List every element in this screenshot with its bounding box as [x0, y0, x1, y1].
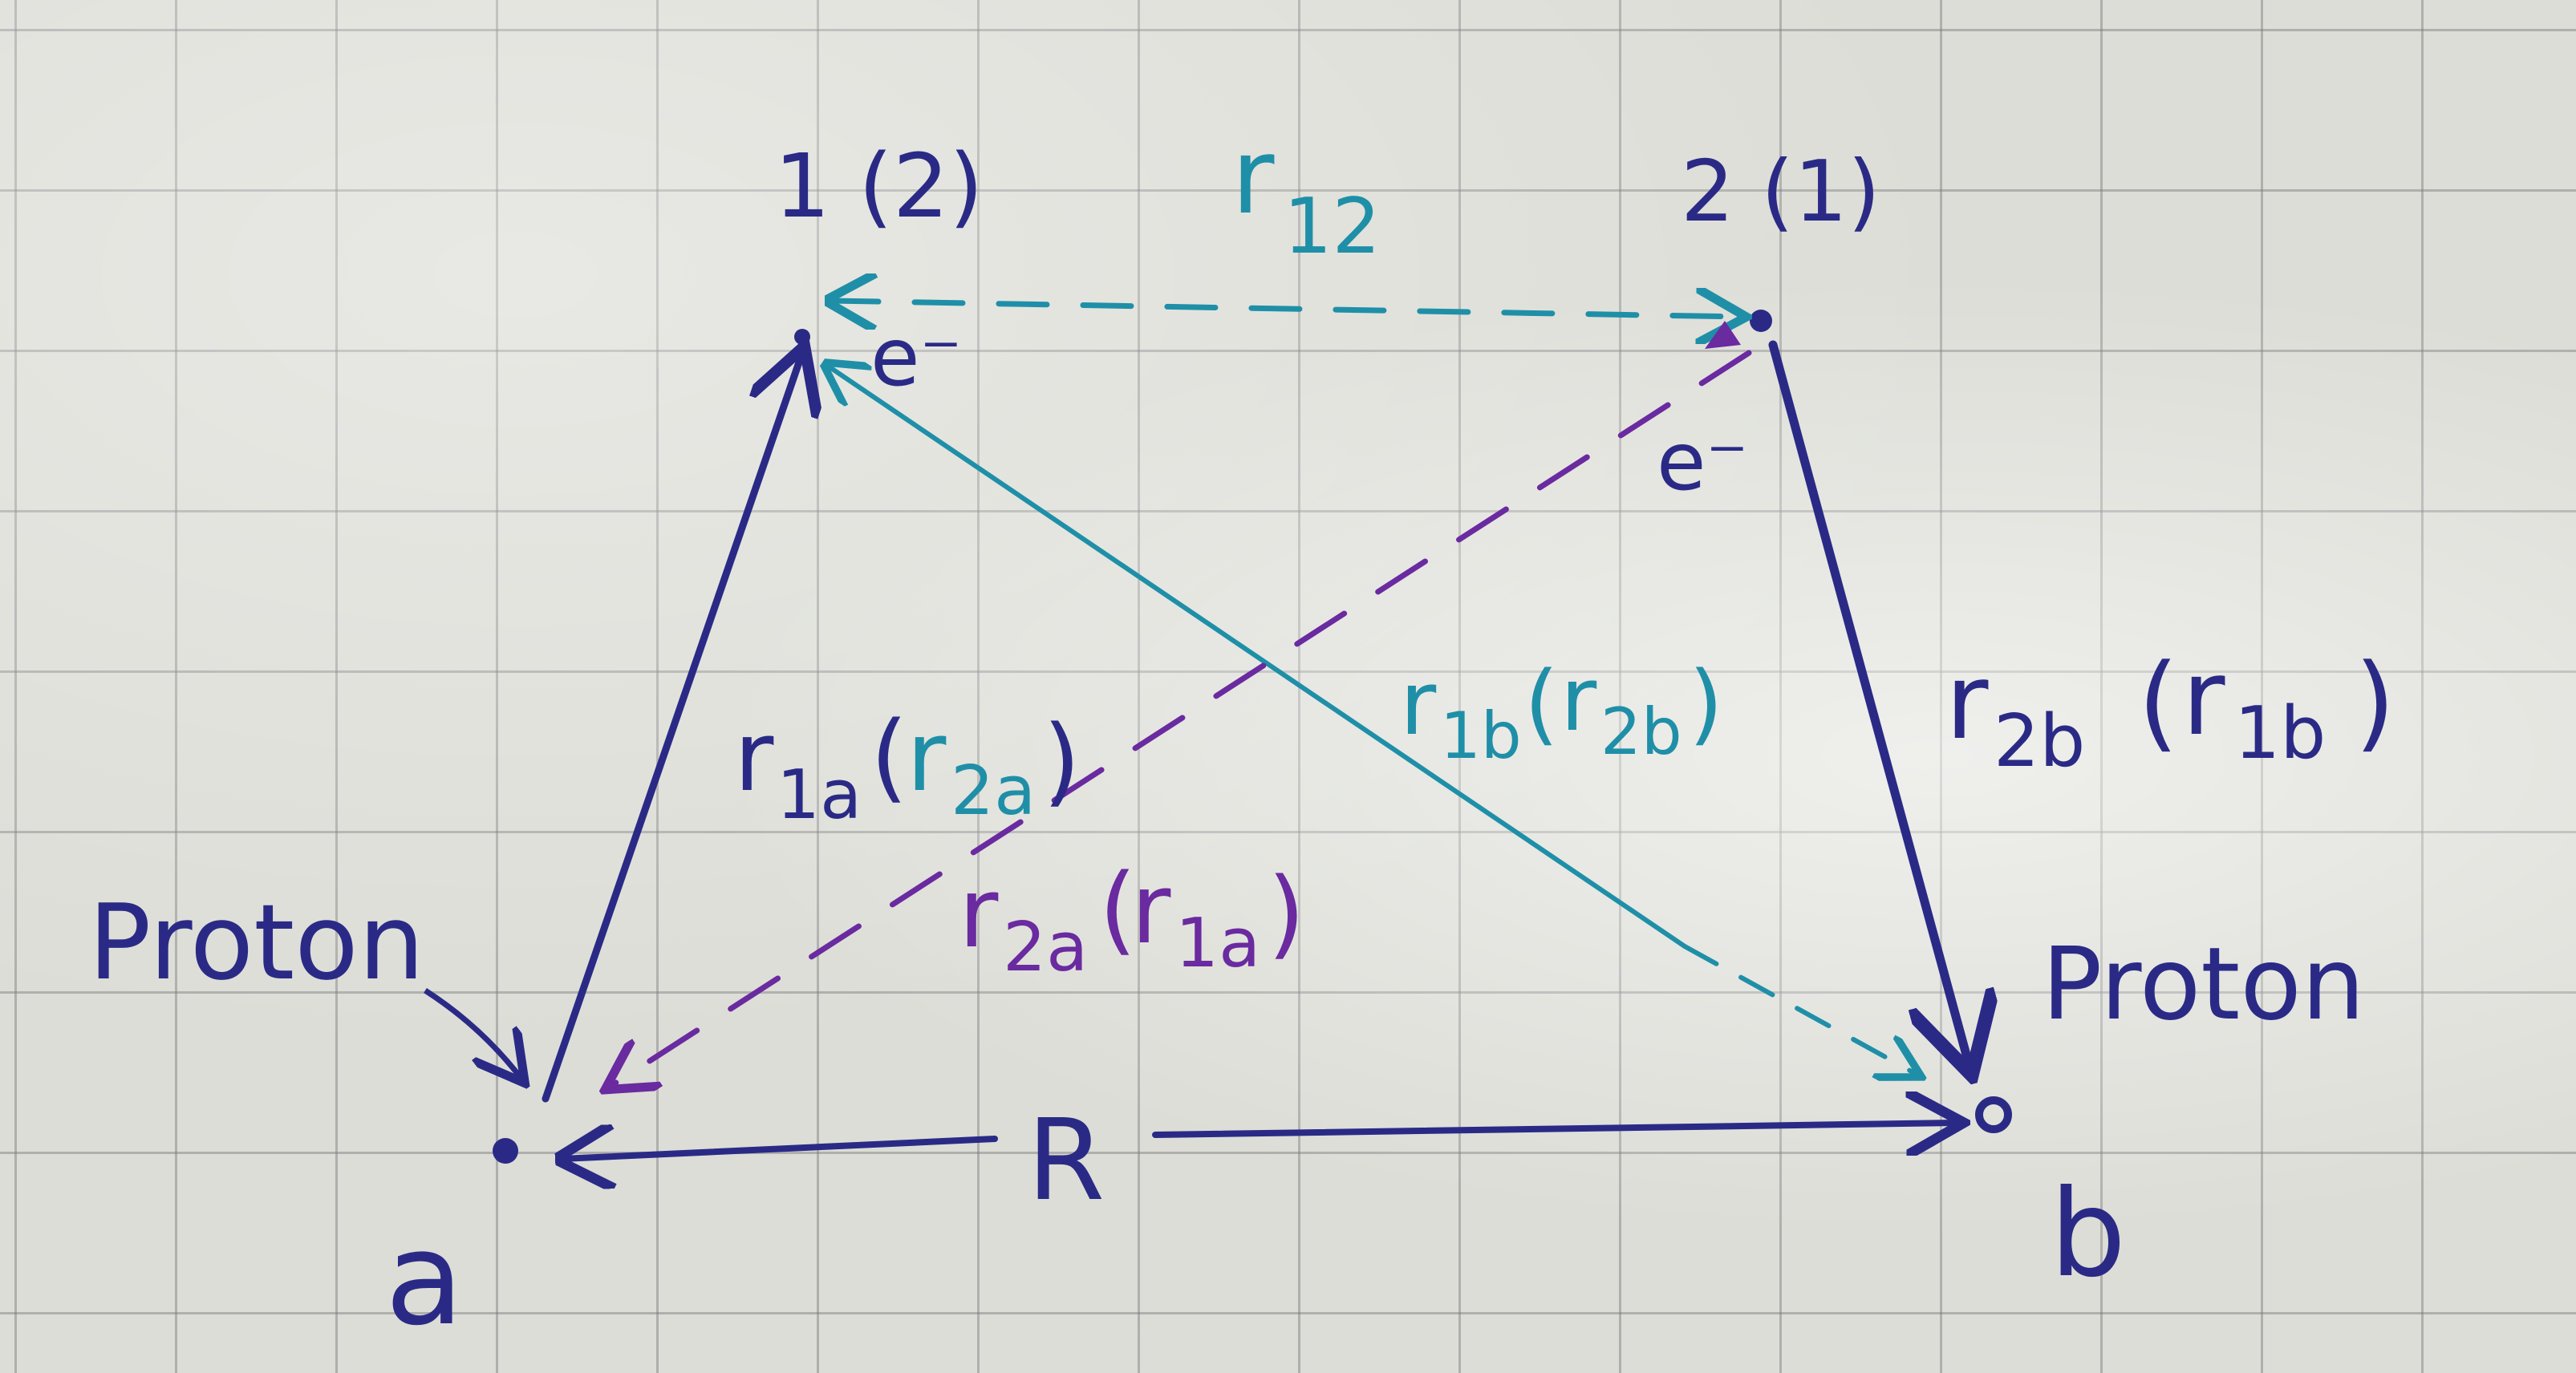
electron-2-label: e⁻ — [1657, 415, 1748, 508]
point-a-label: a — [385, 1204, 464, 1354]
svg-text:2b: 2b — [1600, 695, 1682, 769]
proton-right-label: Proton — [2042, 926, 2365, 1043]
svg-text:r: r — [734, 702, 774, 813]
distance-R-label: R — [1027, 1096, 1105, 1226]
svg-text:2a: 2a — [1003, 908, 1088, 987]
electron-1-dot — [794, 329, 810, 345]
svg-text:(: ( — [2138, 641, 2179, 763]
proton-b-dot — [1975, 1096, 2012, 1133]
vector-r2b-line — [1768, 340, 1970, 1067]
svg-text:r: r — [907, 702, 947, 813]
r2b-label: r 2b ( r 1b ) — [1945, 637, 2395, 784]
vector-r2a-line — [610, 350, 1752, 1087]
vector-r1b-line-dashed — [1682, 944, 1917, 1075]
vector-r1a-line — [542, 353, 802, 1103]
vector-r1b-line — [826, 365, 1687, 949]
point-2-label: 2 (1) — [1681, 143, 1880, 241]
point-b-label: b — [2050, 1164, 2126, 1304]
svg-text:r: r — [959, 858, 999, 970]
svg-text:1b: 1b — [1440, 699, 1522, 773]
r1a-label: r 1a ( r 2a ) — [734, 702, 1081, 835]
svg-text:r: r — [1131, 854, 1171, 966]
svg-text:): ) — [1268, 858, 1305, 970]
proton-a-dot — [493, 1138, 518, 1164]
r12-label: r 12 — [1231, 115, 1381, 271]
electron-2-arrowhead — [1705, 321, 1741, 349]
svg-text:r: r — [1400, 652, 1437, 755]
svg-text:2a: 2a — [951, 751, 1036, 831]
distance-R-line — [562, 1139, 998, 1159]
svg-text:1a: 1a — [777, 755, 862, 835]
svg-text:r: r — [1945, 641, 1989, 763]
svg-text:): ) — [1043, 706, 1081, 817]
electron-1-label: e⁻ — [870, 310, 962, 404]
proton-left-label: Proton — [88, 881, 424, 1003]
r1b-label: r 1b ( r 2b ) — [1400, 648, 1723, 773]
svg-text:12: 12 — [1284, 183, 1381, 271]
vector-r12-line — [830, 301, 1741, 317]
svg-text:2b: 2b — [1994, 699, 2085, 784]
svg-text:1a: 1a — [1175, 904, 1260, 983]
svg-text:(: ( — [870, 702, 908, 813]
svg-text:(: ( — [1099, 854, 1137, 966]
proton-left-pointer — [424, 988, 521, 1079]
r2a-label: r 2a ( r 1a ) — [959, 854, 1305, 987]
svg-text:): ) — [1689, 652, 1723, 755]
svg-text:r: r — [1560, 648, 1597, 751]
point-1-label: 1 (2) — [774, 135, 984, 237]
distance-R-line-right — [1152, 1123, 1957, 1135]
electron-2-dot — [1750, 310, 1772, 332]
svg-text:(: ( — [1524, 652, 1559, 755]
svg-text:r: r — [2182, 637, 2225, 759]
svg-text:r: r — [1231, 115, 1275, 237]
svg-text:1b: 1b — [2234, 691, 2326, 776]
svg-text:): ) — [2355, 641, 2395, 763]
